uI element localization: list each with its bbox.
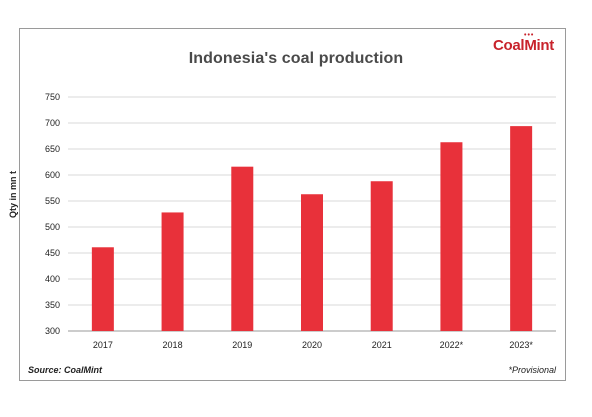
x-tick-label: 2020 — [302, 340, 322, 350]
bar-2019 — [231, 166, 254, 331]
y-tick-label: 700 — [45, 118, 60, 128]
x-tick-label: 2023* — [509, 340, 533, 350]
x-tick-label: 2018 — [163, 340, 183, 350]
y-tick-label: 550 — [45, 196, 60, 206]
bar-2020 — [301, 194, 323, 331]
source-note: Source: CoalMint — [28, 365, 103, 375]
y-tick-label: 400 — [45, 274, 60, 284]
bar-2023 — [510, 126, 533, 332]
coalmint-logo: CoalMint ••• — [493, 32, 554, 54]
y-tick-labels: 300 350 400 450 500 550 600 650 700 750 — [45, 92, 60, 336]
bar-2017 — [91, 247, 114, 331]
y-tick-label: 300 — [45, 326, 60, 336]
bar-2021 — [370, 181, 393, 331]
x-tick-label: 2019 — [232, 340, 252, 350]
y-tick-label: 450 — [45, 248, 60, 258]
y-tick-label: 650 — [45, 144, 60, 154]
x-tick-label: 2017 — [93, 340, 113, 350]
logo-text-mint: Mint — [524, 37, 554, 54]
y-tick-label: 600 — [45, 170, 60, 180]
bar-2022 — [440, 142, 463, 331]
x-tick-labels: 2017 2018 2019 2020 2021 2022* 2023* — [93, 340, 534, 350]
y-tick-label: 750 — [45, 92, 60, 102]
y-tick-label: 350 — [45, 300, 60, 310]
chart-title: Indonesia's coal production — [188, 50, 404, 67]
provisional-footnote: *Provisional — [508, 365, 556, 375]
y-tick-label: 500 — [45, 222, 60, 232]
x-tick-label: 2021 — [372, 340, 392, 350]
logo-dots-icon: ••• — [524, 32, 535, 39]
logo-text-coal: Coal — [493, 37, 525, 54]
x-tick-label: 2022* — [440, 340, 464, 350]
bar-2018 — [161, 212, 184, 331]
bars — [91, 126, 533, 332]
